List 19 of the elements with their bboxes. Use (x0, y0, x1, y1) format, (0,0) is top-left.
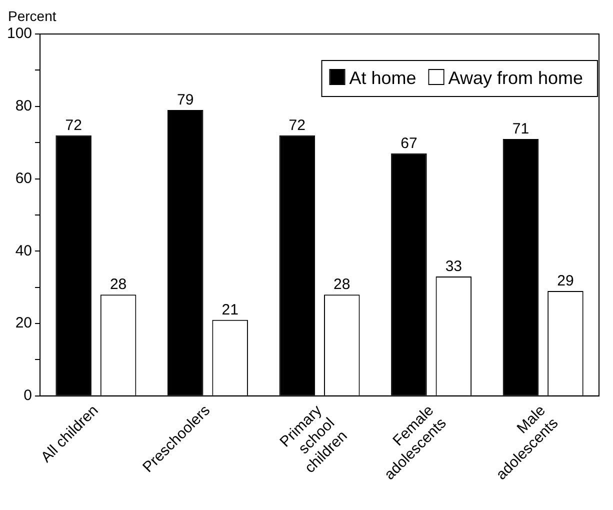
y-tick-label: 100 (6, 25, 32, 42)
data-label: 28 (110, 276, 127, 294)
data-label: 28 (334, 276, 350, 294)
data-label: 79 (177, 92, 194, 109)
legend-label: At home (349, 68, 416, 88)
data-label: 29 (557, 272, 574, 290)
data-label: 72 (65, 116, 82, 134)
y-tick-label: 80 (15, 98, 32, 115)
data-label: 21 (222, 302, 238, 319)
y-tick-label: 0 (24, 387, 32, 404)
y-tick-label: 40 (15, 242, 32, 260)
data-label: 71 (512, 120, 530, 138)
y-axis-title: Percent (8, 8, 56, 24)
data-label: 33 (445, 258, 462, 276)
y-tick-label: 20 (15, 314, 32, 332)
data-label: 72 (288, 116, 306, 134)
data-label: 67 (400, 135, 418, 152)
y-tick-label: 60 (15, 170, 32, 187)
legend-label: Away from home (448, 68, 583, 88)
